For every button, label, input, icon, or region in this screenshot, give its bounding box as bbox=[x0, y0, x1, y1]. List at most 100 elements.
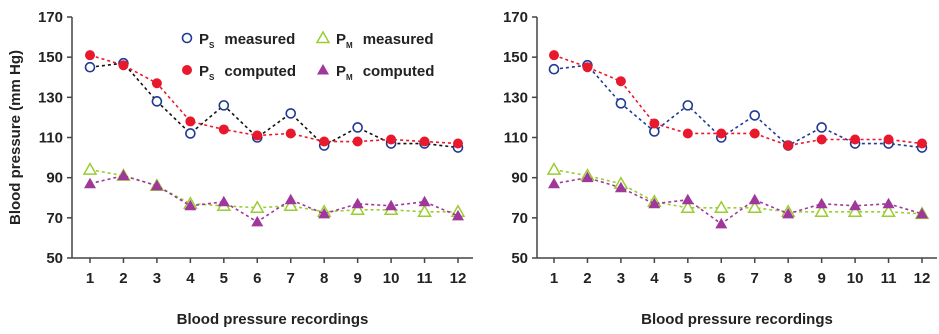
y-tick-label: 130 bbox=[38, 89, 63, 106]
data-point-pm_measured bbox=[350, 202, 365, 216]
data-point-ps_measured bbox=[816, 122, 827, 133]
y-tick-label: 110 bbox=[504, 130, 528, 147]
data-point-ps_computed bbox=[151, 78, 162, 89]
data-point-ps_measured bbox=[185, 128, 196, 139]
legend-marker bbox=[182, 65, 192, 75]
data-point-ps_computed bbox=[582, 62, 593, 73]
legend: PS measured PM measured PS computed PM computed bbox=[181, 30, 434, 82]
y-tick-label: 50 bbox=[46, 250, 63, 267]
data-point-pm_computed bbox=[351, 197, 364, 209]
x-tick-label: 1 bbox=[550, 270, 558, 287]
legend-marker bbox=[181, 32, 193, 44]
data-point-pm_measured bbox=[814, 204, 829, 218]
legend-label: PS computed bbox=[199, 63, 296, 82]
series-ps_computed bbox=[85, 50, 463, 149]
series-pm_measured bbox=[546, 162, 930, 220]
data-point-ps_computed bbox=[716, 128, 727, 139]
data-point-pm_computed bbox=[648, 197, 661, 209]
x-tick-label: 4 bbox=[650, 270, 659, 287]
data-point-ps_computed bbox=[883, 134, 894, 145]
y-tick-label: 170 bbox=[503, 9, 528, 26]
data-point-ps_measured bbox=[615, 98, 627, 109]
data-point-ps_computed bbox=[917, 138, 927, 149]
data-point-pm_computed bbox=[715, 217, 728, 229]
data-point-ps_computed bbox=[252, 130, 263, 141]
x-tick-label: 11 bbox=[417, 270, 433, 287]
series-line-ps_computed bbox=[553, 54, 923, 147]
series-pm_computed bbox=[548, 171, 928, 229]
data-point-pm_computed bbox=[849, 199, 862, 211]
data-point-pm_computed bbox=[318, 207, 331, 219]
data-point-ps_computed bbox=[85, 50, 95, 61]
data-point-ps_computed bbox=[549, 50, 559, 61]
data-point-ps_computed bbox=[352, 136, 363, 147]
x-tick-label: 2 bbox=[119, 270, 127, 287]
y-tick-label: 70 bbox=[511, 210, 528, 227]
data-point-pm_measured bbox=[546, 162, 562, 175]
x-axis-title: Blood pressure recordings bbox=[177, 311, 369, 328]
data-point-pm_computed bbox=[581, 171, 594, 183]
x-tick-label: 6 bbox=[253, 270, 261, 287]
y-tick-label: 50 bbox=[511, 250, 528, 267]
data-point-pm_computed bbox=[84, 177, 96, 189]
series-line-pm_computed bbox=[553, 176, 923, 225]
y-tick-label: 150 bbox=[503, 49, 528, 66]
series-line-pm_measured bbox=[89, 168, 458, 213]
data-point-pm_computed bbox=[385, 199, 398, 211]
data-point-ps_computed bbox=[749, 128, 760, 139]
x-tick-label: 3 bbox=[153, 270, 161, 287]
data-point-pm_computed bbox=[782, 207, 795, 219]
x-tick-label: 3 bbox=[617, 270, 625, 287]
data-point-ps_measured bbox=[151, 96, 163, 107]
x-tick-label: 10 bbox=[383, 270, 400, 287]
series-line-ps_measured bbox=[553, 64, 923, 149]
x-tick-label: 4 bbox=[186, 270, 195, 287]
x-tick-label: 1 bbox=[86, 270, 94, 287]
data-point-pm_computed bbox=[681, 193, 694, 205]
x-tick-label: 8 bbox=[320, 270, 328, 287]
y-tick-label: 110 bbox=[39, 130, 63, 147]
data-point-pm_measured bbox=[713, 200, 729, 214]
data-point-pm_measured bbox=[881, 204, 896, 218]
x-tick-label: 6 bbox=[717, 270, 725, 287]
x-tick-label: 5 bbox=[220, 270, 228, 287]
data-point-ps_measured bbox=[84, 61, 96, 73]
data-point-ps_computed bbox=[419, 136, 430, 147]
data-point-ps_computed bbox=[285, 128, 296, 139]
series-line-ps_computed bbox=[89, 54, 459, 145]
y-tick-label: 170 bbox=[38, 9, 63, 26]
data-point-ps_measured bbox=[285, 108, 297, 119]
data-point-pm_computed bbox=[418, 195, 431, 207]
data-point-ps_computed bbox=[319, 136, 330, 147]
data-point-pm_computed bbox=[452, 209, 464, 221]
data-point-pm_computed bbox=[882, 197, 895, 209]
x-tick-label: 7 bbox=[287, 270, 295, 287]
data-point-ps_computed bbox=[453, 138, 463, 149]
x-tick-label: 9 bbox=[353, 270, 361, 287]
data-point-pm_measured bbox=[82, 162, 98, 175]
data-point-ps_computed bbox=[615, 76, 626, 87]
data-point-ps_measured bbox=[218, 100, 230, 111]
x-tick-label: 9 bbox=[817, 270, 825, 287]
data-point-pm_computed bbox=[184, 199, 197, 211]
data-point-pm_computed bbox=[251, 215, 264, 227]
data-point-pm_computed bbox=[284, 193, 297, 205]
data-point-pm_measured bbox=[417, 204, 432, 218]
data-point-ps_computed bbox=[649, 118, 660, 129]
legend-label: PM computed bbox=[336, 63, 434, 82]
data-point-pm_computed bbox=[548, 177, 560, 189]
data-point-pm_measured bbox=[847, 204, 863, 218]
data-point-ps_computed bbox=[386, 134, 397, 145]
x-tick-label: 12 bbox=[914, 270, 931, 287]
legend-label: PM measured bbox=[336, 31, 434, 50]
data-point-ps_computed bbox=[783, 140, 794, 151]
legend-label: PS measured bbox=[199, 31, 295, 50]
data-point-pm_measured bbox=[249, 200, 265, 214]
data-point-ps_measured bbox=[749, 110, 761, 121]
x-axis-title: Blood pressure recordings bbox=[641, 311, 833, 328]
y-tick-label: 150 bbox=[38, 49, 63, 66]
data-point-pm_computed bbox=[117, 169, 130, 181]
x-tick-label: 2 bbox=[583, 270, 591, 287]
data-point-pm_measured bbox=[283, 198, 299, 212]
